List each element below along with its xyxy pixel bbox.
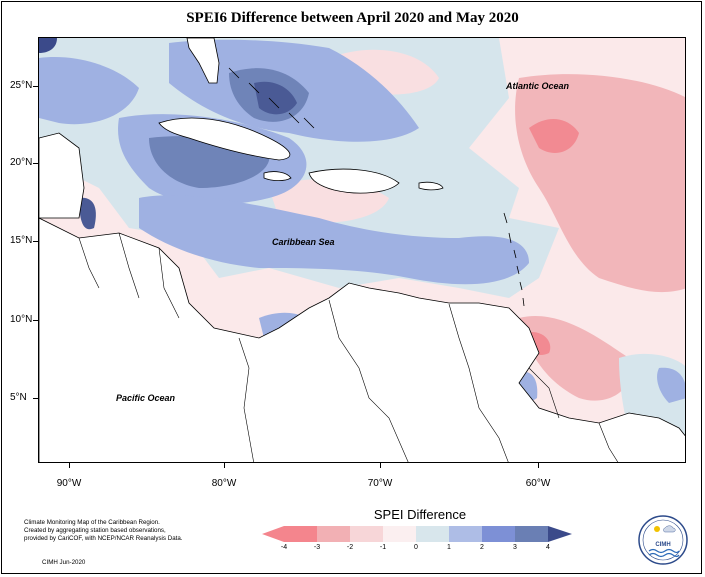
country-borders (78, 232, 619, 462)
bahamas-islands (228, 67, 315, 129)
legend-title: SPEI Difference (373, 507, 467, 522)
pacific-ocean-label: Pacific Ocean (116, 393, 176, 403)
credit-date: CIMH Jun-2020 (42, 559, 86, 566)
legend-bin-6 (449, 526, 482, 542)
lon-tick-80w (224, 463, 225, 468)
land-north-central-america (39, 132, 85, 219)
legend-bin-4 (383, 526, 416, 542)
lat-label-5n: 5°N (10, 392, 27, 403)
credit-line-2: Created by aggregating station based obs… (24, 527, 166, 534)
lat-label-15n: 15°N (10, 235, 33, 246)
lon-label-80w: 80°W (211, 478, 237, 489)
credit-line-3: provided by CariCOF, with NCEP/NCAR Rean… (24, 535, 183, 542)
florida-peninsula (186, 38, 220, 84)
deepest-blue-core (254, 81, 297, 115)
legend-bin-1 (284, 526, 317, 542)
cimh-logo-icon: CIMH (638, 515, 688, 565)
lesser-antilles (503, 212, 525, 307)
hispaniola-island (308, 168, 400, 194)
atlantic-ocean-label: Atlantic Ocean (506, 81, 570, 91)
legend-arrow-high (548, 526, 572, 542)
lat-tick-25n (33, 86, 38, 87)
credit-text: Climate Monitoring Map of the Caribbean … (24, 519, 194, 543)
blue-zone-west (39, 57, 139, 125)
legend-ticks: -4 -3 -2 -1 0 1 2 3 4 (0, 544, 705, 556)
legend-tick-label: -1 (379, 544, 387, 551)
lon-label-90w: 90°W (56, 478, 82, 489)
puerto-rico-island (418, 181, 444, 191)
legend-tick-label: 2 (480, 544, 484, 551)
lon-tick-60w (538, 463, 539, 468)
legend-tick-label: -2 (346, 544, 354, 551)
lat-tick-15n (33, 241, 38, 242)
lat-label-20n: 20°N (10, 157, 33, 168)
lat-label-25n: 25°N (10, 80, 33, 91)
legend-tick-label: 0 (414, 544, 418, 551)
legend-bin-8 (515, 526, 548, 542)
jamaica-island (263, 171, 292, 182)
legend-bin-5 (416, 526, 449, 542)
red-core-atlantic (529, 118, 579, 153)
legend-bin-2 (317, 526, 350, 542)
cuba-island (158, 117, 291, 161)
logo-text: CIMH (655, 542, 670, 548)
map-panel (38, 37, 686, 463)
lon-label-70w: 70°W (367, 478, 393, 489)
lat-tick-5n (33, 398, 38, 399)
blue-patch-east (657, 367, 685, 403)
lat-label-10n: 10°N (10, 314, 33, 325)
land-south-america (39, 217, 685, 462)
legend-tick-label: 1 (447, 544, 451, 551)
spei-map (39, 38, 685, 462)
lat-tick-10n (33, 320, 38, 321)
legend-bin-3 (350, 526, 383, 542)
pink-zone-guiana (519, 316, 631, 401)
dark-blue-corner-core (39, 38, 57, 53)
legend-tick-label: -3 (313, 544, 321, 551)
legend-tick-label: -4 (280, 544, 288, 551)
legend-arrow-low (262, 526, 284, 542)
legend-bin-7 (482, 526, 515, 542)
dark-blue-honduras-core (79, 197, 96, 230)
credit-line-1: Climate Monitoring Map of the Caribbean … (24, 519, 160, 526)
lon-label-60w: 60°W (525, 478, 551, 489)
legend-tick-label: 3 (513, 544, 517, 551)
lon-tick-70w (380, 463, 381, 468)
legend-colorbar (262, 526, 572, 542)
legend-tick-label: 4 (546, 544, 550, 551)
lon-tick-90w (69, 463, 70, 468)
lat-tick-20n (33, 163, 38, 164)
caribbean-sea-label: Caribbean Sea (272, 237, 335, 247)
blue-zone-caribbean (139, 195, 529, 285)
map-title: SPEI6 Difference between April 2020 and … (186, 10, 519, 26)
